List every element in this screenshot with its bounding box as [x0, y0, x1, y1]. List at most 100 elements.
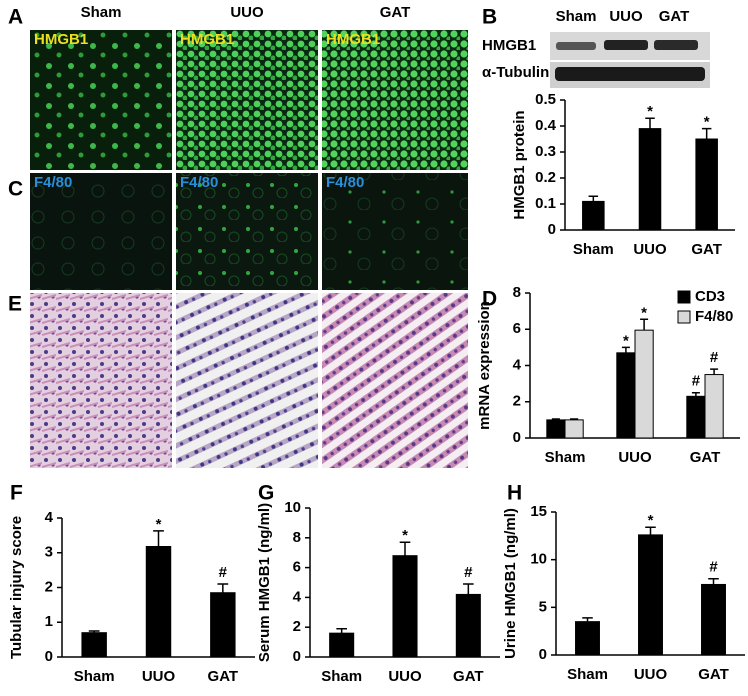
error-bar — [710, 368, 719, 375]
band — [556, 42, 596, 50]
significance-marker: * — [704, 114, 710, 131]
western-blot: B Sham UUO GAT HMGB1 α-Tubulin — [482, 6, 710, 88]
panel-letter: E — [8, 293, 22, 316]
y-tick-label: 1 — [45, 613, 53, 630]
error-bar — [645, 117, 655, 129]
error-bar — [640, 318, 649, 331]
bar — [81, 632, 107, 658]
bar — [329, 632, 355, 658]
x-tick-label: Sham — [321, 668, 362, 685]
y-tick-label: 0 — [548, 221, 556, 238]
row-label: α-Tubulin — [482, 64, 549, 81]
lane-label: GAT — [659, 8, 690, 25]
error-bar — [621, 346, 630, 353]
micrograph — [176, 173, 318, 290]
significance-marker: # — [464, 564, 473, 581]
bar — [582, 200, 605, 231]
y-tick-label: 8 — [293, 529, 301, 546]
micrograph — [322, 293, 468, 468]
legend-swatch — [677, 290, 691, 304]
error-bar — [701, 127, 712, 139]
y-tick-label: 0 — [45, 648, 53, 665]
bar — [210, 592, 236, 658]
y-tick-label: 4 — [45, 509, 54, 526]
stain-label: F4/80 — [180, 174, 218, 191]
bar — [695, 138, 718, 231]
y-axis-label: Serum HMGB1 (ng/ml) — [256, 503, 273, 662]
y-tick-label: 0.4 — [535, 117, 557, 134]
error-bar — [153, 530, 164, 547]
bar — [638, 128, 662, 231]
legend-swatch — [677, 310, 691, 324]
y-tick-label: 0.5 — [535, 91, 556, 108]
x-tick-label: GAT — [208, 668, 239, 685]
micrograph — [322, 173, 468, 290]
error-bar — [551, 418, 560, 420]
stain-label: HMGB1 — [326, 31, 380, 48]
bar — [704, 374, 724, 439]
error-bar — [691, 391, 700, 397]
bar — [392, 555, 418, 658]
bar — [145, 545, 172, 658]
band — [555, 67, 705, 81]
legend-label: CD3 — [695, 288, 725, 305]
x-tick-label: UUO — [618, 449, 652, 466]
y-tick-label: 0 — [293, 648, 301, 665]
significance-marker: # — [692, 373, 701, 390]
y-tick-label: 4 — [293, 588, 302, 605]
bar — [638, 534, 663, 656]
error-bar — [399, 541, 411, 556]
y-tick-label: 6 — [293, 559, 301, 576]
bar — [686, 395, 706, 439]
x-tick-label: UUO — [633, 241, 667, 258]
error-bar — [570, 418, 579, 420]
bar — [634, 329, 654, 439]
bar — [546, 419, 566, 439]
x-tick-label: GAT — [698, 666, 729, 683]
significance-marker: # — [219, 564, 228, 581]
y-axis-label: HMGB1 protein — [511, 110, 528, 219]
x-tick-label: UUO — [142, 668, 176, 685]
micrograph — [176, 293, 318, 468]
band — [654, 40, 698, 50]
bar — [701, 583, 726, 656]
panel-letter: H — [507, 482, 522, 505]
micrograph — [322, 30, 468, 170]
error-bar — [708, 577, 719, 585]
legend-label: F4/80 — [695, 308, 733, 325]
y-axis-label: mRNA expression — [476, 301, 493, 430]
micrograph — [30, 30, 172, 170]
significance-marker: * — [623, 332, 629, 349]
stain-label: HMGB1 — [34, 31, 88, 48]
lane-label: Sham — [556, 8, 597, 25]
y-tick-label: 0.3 — [535, 143, 556, 160]
error-bar — [582, 617, 593, 622]
bar — [564, 419, 584, 439]
significance-marker: # — [709, 559, 718, 576]
stain-label: F4/80 — [34, 174, 72, 191]
x-tick-label: Sham — [545, 449, 586, 466]
bar — [575, 621, 600, 656]
significance-marker: * — [402, 527, 408, 544]
y-tick-label: 3 — [45, 544, 53, 561]
y-tick-label: 2 — [293, 618, 301, 635]
error-bar — [463, 583, 474, 595]
significance-marker: * — [648, 512, 654, 529]
y-tick-label: 2 — [513, 393, 521, 410]
stain-label: HMGB1 — [180, 31, 234, 48]
column-label: GAT — [380, 4, 411, 21]
error-bar — [645, 526, 656, 535]
significance-marker: * — [641, 304, 647, 321]
micrograph — [30, 173, 172, 290]
column-label: Sham — [81, 4, 122, 21]
y-tick-label: 0 — [513, 429, 521, 446]
x-tick-label: UUO — [388, 668, 422, 685]
y-tick-label: 4 — [513, 356, 522, 373]
x-tick-label: Sham — [567, 666, 608, 683]
x-tick-label: Sham — [74, 668, 115, 685]
micrograph — [30, 293, 172, 468]
error-bar — [336, 627, 347, 634]
lane-label: UUO — [609, 8, 643, 25]
y-tick-label: 6 — [513, 320, 521, 337]
